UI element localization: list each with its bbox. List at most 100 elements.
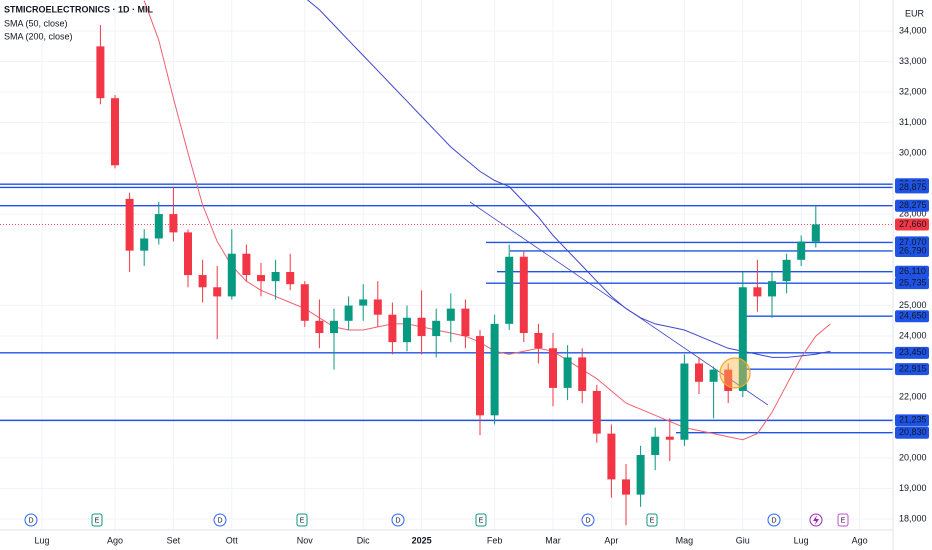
candle-body (315, 320, 324, 334)
event-label: D (771, 517, 776, 524)
candle-body (651, 436, 660, 455)
level-label: 26,790 (899, 245, 927, 255)
x-tick-label: 2025 (412, 535, 432, 545)
level-label: 28,275 (899, 200, 927, 210)
level-label-box (895, 346, 929, 359)
chart-title: STMICROELECTRONICS · 1D · MIL (4, 4, 153, 14)
event-icon (581, 513, 595, 527)
x-tick-label: Ott (226, 535, 239, 545)
candle-body (417, 317, 426, 337)
x-tick-label: Nov (297, 535, 314, 545)
x-tick-label: Feb (487, 535, 503, 545)
y-tick-label: 33,000 (899, 56, 927, 66)
candle-body (169, 214, 178, 233)
candle-body (578, 357, 587, 391)
level-label: 24,650 (899, 311, 927, 321)
candle-body (768, 281, 776, 297)
candle-body (286, 272, 295, 285)
level-label: 25,735 (899, 278, 927, 288)
candle-body (505, 256, 514, 324)
event-icon (24, 513, 38, 527)
event-label: E (479, 517, 484, 524)
candle-body (476, 336, 484, 416)
candle-body (622, 479, 630, 495)
y-tick-label: 19,000 (899, 483, 927, 493)
legend-entry: SMA (50, close) (4, 18, 68, 28)
candle-body (549, 348, 557, 388)
x-tick-label: Mar (545, 535, 561, 545)
level-label-box (895, 199, 929, 212)
event-label: E (650, 517, 655, 524)
level-label: 21,235 (899, 415, 927, 425)
candle-body (607, 433, 616, 480)
event-icon (213, 513, 227, 527)
candle-body (782, 259, 791, 282)
candle-body (373, 299, 382, 315)
sma-line (143, 0, 831, 441)
level-label-box (895, 426, 929, 439)
candle-body (695, 363, 703, 382)
candle-body (446, 308, 455, 321)
currency-label: EUR (905, 8, 925, 18)
sma-line (306, 0, 831, 358)
candle-body (111, 98, 119, 166)
candle-body (636, 454, 645, 495)
trendline (469, 201, 769, 406)
event-icon (837, 513, 849, 527)
y-tick-label: 24,000 (899, 330, 927, 340)
event-icon (813, 515, 819, 525)
x-tick-label: Lug (794, 535, 809, 545)
candle-body (490, 323, 499, 416)
y-tick-label: 22,000 (899, 391, 927, 401)
candle-body (184, 232, 192, 276)
level-label: 28,875 (899, 182, 927, 192)
level-label: 20,830 (899, 427, 927, 437)
y-tick-label: 34,000 (899, 25, 927, 35)
event-label: E (841, 517, 846, 524)
candle-body (125, 198, 134, 251)
candle-body (724, 369, 733, 391)
x-tick-label: Ago (852, 535, 868, 545)
candle-body (330, 320, 338, 334)
candle-body (213, 287, 222, 297)
plot (0, 0, 893, 526)
candle-body (242, 253, 251, 276)
event-label: D (395, 517, 400, 524)
candle-body (271, 272, 280, 282)
y-tick-label: 31,000 (899, 117, 927, 127)
level-label: 22,915 (899, 364, 927, 374)
level-label: 23,450 (899, 347, 927, 357)
level-label: 27,070 (899, 237, 927, 247)
candle-body (563, 357, 572, 388)
x-tick-label: Giu (736, 535, 750, 545)
event-icon (296, 513, 308, 527)
level-label-box (895, 265, 929, 278)
y-tick-label: 28,000 (899, 208, 927, 218)
candle-body (388, 314, 397, 343)
candle-body (811, 224, 820, 242)
event-icon (767, 513, 781, 527)
candle-body (96, 46, 105, 99)
candle-body (534, 333, 543, 349)
level-label-box (895, 277, 929, 290)
event-label: D (28, 517, 33, 524)
candle-body (797, 241, 806, 260)
y-tick-label: 30,000 (899, 147, 927, 157)
event-label: D (217, 517, 222, 524)
y-tick-label: 20,000 (899, 452, 927, 462)
y-tick-label: 25,000 (899, 300, 927, 310)
candle-body (140, 238, 149, 251)
legend-entry: SMA (200, close) (4, 31, 73, 41)
event-label: D (585, 517, 590, 524)
grid (0, 0, 893, 530)
candle-body (344, 305, 353, 321)
event-label: E (95, 517, 100, 524)
level-label-box (895, 181, 929, 194)
candle-body (461, 308, 470, 337)
candle-body (738, 287, 747, 391)
level-label-box (895, 363, 929, 376)
candle-body (403, 317, 411, 343)
y-tick-label: 18,000 (899, 513, 927, 523)
x-tick-label: Set (167, 535, 181, 545)
